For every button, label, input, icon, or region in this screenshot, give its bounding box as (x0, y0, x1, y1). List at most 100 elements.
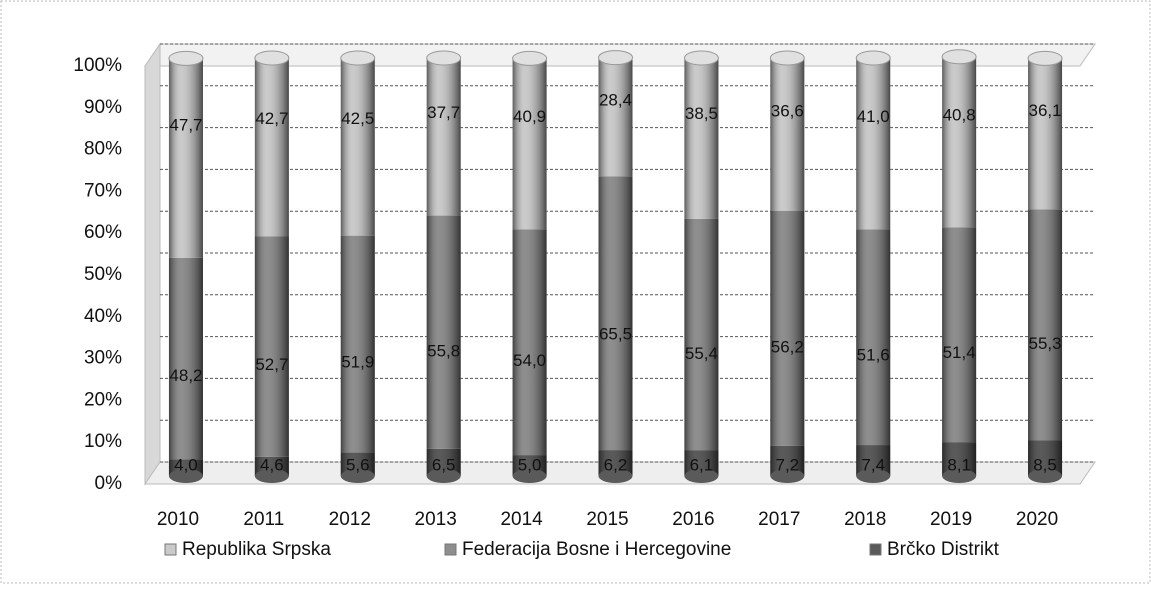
x-tick-label: 2015 (586, 509, 628, 530)
y-tick-label: 90% (84, 97, 122, 118)
value-label: 28,4 (599, 91, 632, 110)
y-tick-label: 20% (84, 389, 122, 410)
bar-shade (254, 236, 289, 457)
bar-shade (340, 58, 375, 236)
legend-swatch (164, 543, 177, 556)
y-tick-label: 70% (84, 180, 122, 201)
y-tick-label: 50% (84, 264, 122, 285)
bar-shade (254, 58, 289, 237)
bar-shade (598, 176, 633, 451)
legend-swatch (444, 543, 457, 556)
bar-shade (856, 229, 891, 446)
value-label: 6,1 (690, 455, 714, 474)
value-label: 6,5 (432, 455, 456, 474)
value-label: 36,1 (1028, 101, 1061, 120)
value-label: 40,9 (513, 107, 546, 126)
value-label: 51,4 (943, 343, 976, 362)
bar-shade (684, 218, 719, 451)
bar-shade (1028, 58, 1063, 210)
value-label: 40,8 (943, 105, 976, 124)
value-label: 41,0 (857, 107, 890, 126)
bar-base (856, 469, 891, 483)
bar-shade (168, 58, 203, 258)
bar-cap (426, 50, 462, 66)
bar-base (512, 469, 547, 483)
bar-shade (340, 235, 375, 453)
y-tick-label: 0% (95, 473, 123, 494)
bar-cap (941, 49, 977, 65)
y-tick-label: 100% (73, 55, 122, 76)
bar-cap (340, 50, 376, 66)
value-label: 5,0 (518, 455, 542, 474)
value-label: 37,7 (427, 103, 460, 122)
bar-cap (254, 50, 290, 66)
bar-shade (856, 58, 891, 230)
x-tick-label: 2012 (329, 509, 371, 530)
value-label: 47,7 (169, 116, 202, 135)
value-label: 51,6 (857, 345, 890, 364)
x-tick-label: 2020 (1016, 509, 1058, 530)
bar-shade (512, 58, 547, 230)
y-tick-label: 30% (84, 348, 122, 369)
y-tick-label: 10% (84, 431, 122, 452)
value-label: 52,7 (255, 355, 288, 374)
bar-cap (855, 50, 891, 66)
value-label: 55,8 (427, 341, 460, 360)
bar-cap (769, 50, 805, 66)
bar-shade (942, 56, 977, 228)
value-label: 7,2 (775, 455, 799, 474)
bar-base (254, 469, 289, 483)
bar-cap (598, 50, 633, 66)
x-tick-label: 2014 (500, 509, 543, 530)
value-label: 8,5 (1033, 455, 1057, 474)
side-wall (144, 42, 161, 486)
value-label: 8,1 (947, 455, 971, 474)
bar-shade (512, 229, 547, 456)
x-tick-label: 2010 (157, 509, 199, 530)
bar-base (598, 469, 633, 483)
bar-shade (426, 58, 461, 216)
bar-shade (598, 57, 633, 177)
bar-shade (770, 210, 805, 446)
value-label: 4,0 (174, 455, 198, 474)
value-label: 4,6 (260, 455, 284, 474)
x-tick-label: 2011 (243, 509, 284, 530)
x-tick-label: 2013 (415, 509, 457, 530)
bar-base (340, 469, 375, 483)
y-tick-label: 60% (84, 222, 122, 243)
bar-shade (1028, 209, 1063, 441)
value-label: 36,6 (771, 101, 804, 120)
value-label: 6,2 (604, 455, 628, 474)
x-tick-label: 2016 (672, 509, 714, 530)
bar-cap (683, 50, 719, 66)
bar-shade (942, 227, 977, 443)
legend-label: Republika Srpska (182, 539, 331, 560)
value-label: 38,5 (685, 104, 718, 123)
bar-shade (684, 58, 719, 219)
value-label: 55,4 (685, 344, 718, 363)
bar-shade (770, 58, 805, 211)
value-label: 65,5 (599, 324, 632, 343)
bar-base (1028, 469, 1063, 483)
bar-base (168, 469, 203, 483)
value-label: 55,3 (1028, 334, 1061, 353)
value-label: 48,2 (169, 366, 202, 385)
bar-cap (1027, 50, 1063, 66)
x-tick-label: 2018 (844, 509, 886, 530)
x-tick-label: 2019 (930, 509, 972, 530)
value-label: 51,9 (341, 352, 374, 371)
x-tick-label: 2017 (758, 509, 800, 530)
bar-cap (168, 50, 204, 66)
value-label: 42,7 (255, 109, 288, 128)
value-label: 42,5 (341, 109, 374, 128)
value-label: 54,0 (513, 351, 546, 370)
bar-base (942, 469, 977, 483)
legend-label: Federacija Bosne i Hercegovine (462, 539, 731, 560)
value-label: 5,6 (346, 455, 370, 474)
legend-label: Brčko Distrikt (887, 539, 1000, 560)
y-tick-label: 80% (84, 139, 122, 160)
y-tick-label: 40% (84, 306, 122, 327)
bar-base (684, 469, 719, 483)
bar-shade (426, 215, 461, 449)
